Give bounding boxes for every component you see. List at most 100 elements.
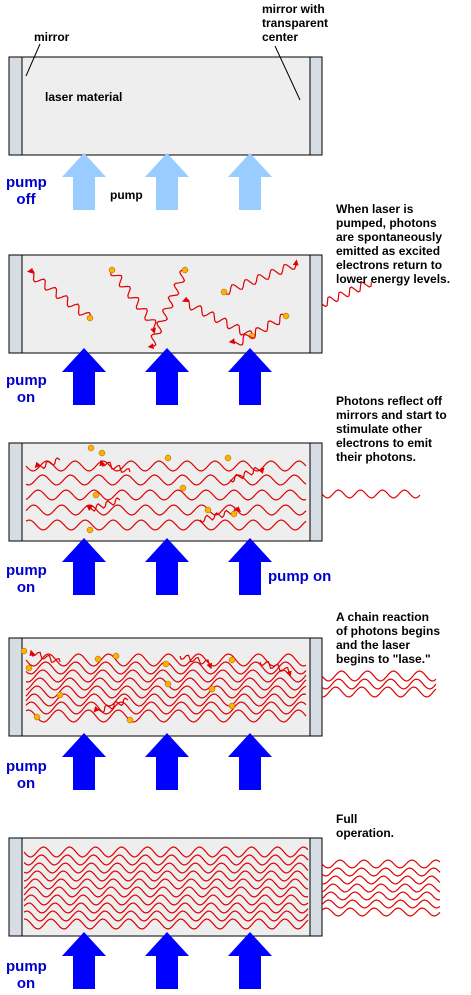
photon-stage4-6 [25, 693, 307, 707]
electron-stage3-3 [164, 454, 172, 462]
electron-stage4-7 [56, 691, 64, 699]
photon-stage4-7 [25, 701, 307, 715]
electron-stage4-5 [162, 660, 170, 668]
photon-stage5-1 [23, 846, 309, 858]
left-mirror-3 [8, 442, 23, 542]
pump-arrow-5-3 [228, 932, 272, 989]
emitted-beam-stage5-6 [321, 899, 441, 909]
pump-arrow-3-2 [145, 538, 189, 595]
photon-stage2-1 [27, 267, 91, 319]
pump-status-3: pump on [6, 562, 47, 596]
electron-stage4-10 [228, 702, 236, 710]
pump-arrow-1-2 [145, 153, 189, 210]
emitted-beam-stage5-1 [321, 859, 441, 869]
pump-arrow-4-2 [145, 733, 189, 790]
mirror-leader-line [25, 43, 41, 77]
electron-stage4-6 [228, 656, 236, 664]
electron-stage4-11 [33, 713, 41, 721]
emitted-beam-stage3 [321, 489, 421, 499]
pump-status-1: pump off [6, 174, 47, 208]
emitted-beam-stage4-3 [321, 686, 437, 698]
photon-arrow-stage4-4 [93, 697, 129, 714]
electron-stage4-8 [164, 680, 172, 688]
photon-arrow-stage4-1 [29, 649, 61, 663]
mirror-label: mirror [34, 30, 70, 44]
photon-arrow-stage3-3 [229, 466, 265, 483]
photon-stage5-2 [23, 854, 309, 866]
right-mirror-4 [309, 637, 323, 737]
photon-stage2-4 [182, 296, 253, 337]
photon-arrow-stage3-1 [34, 457, 61, 470]
pump-arrow-1-3 [228, 153, 272, 210]
emitted-beam-stage5-2 [321, 867, 441, 877]
electron-stage3-6 [179, 484, 187, 492]
pump-label: pump [110, 188, 143, 202]
electron-stage2-5 [220, 288, 228, 296]
photon-arrow-stage3-5 [86, 497, 121, 512]
photon-stage5-10 [23, 918, 309, 930]
photon-arrow-stage3-2 [99, 459, 131, 473]
photon-arrow-stage4-3 [259, 661, 292, 678]
electron-stage4-3 [94, 655, 102, 663]
pump-status-3-side: pump on [268, 568, 332, 585]
caption-stage-4: A chain reaction of photons begins and t… [336, 610, 440, 666]
electron-stage2-2 [108, 266, 116, 274]
left-mirror-4 [8, 637, 23, 737]
electron-stage3-1 [87, 444, 95, 452]
photon-stage5-7 [23, 894, 309, 906]
electron-stage3-9 [86, 526, 94, 534]
pump-arrow-2-1 [62, 348, 106, 405]
photon-stage3-2 [25, 474, 307, 486]
photon-stage5-6 [23, 886, 309, 898]
right-mirror-5 [309, 837, 323, 937]
left-mirror-5 [8, 837, 23, 937]
photon-stage4-1 [25, 653, 307, 667]
electron-stage2-3 [181, 266, 189, 274]
electron-stage3-7 [204, 506, 212, 514]
photon-arrow-stage4-2 [179, 654, 213, 670]
photon-stage5-5 [23, 878, 309, 890]
photon-stage4-8 [25, 709, 307, 723]
photon-stage5-4 [23, 870, 309, 882]
photon-stage2-6 [228, 313, 287, 346]
electron-stage4-1 [20, 647, 28, 655]
emitted-beam-stage5-4 [321, 883, 441, 893]
pump-arrow-2-2 [145, 348, 189, 405]
photon-stage2-3 [147, 269, 186, 350]
caption-stage-5: Full operation. [336, 812, 395, 840]
transparent-mirror-leader-line [274, 45, 301, 101]
right-mirror-1 [309, 56, 323, 156]
emitted-beam-stage5-5 [321, 891, 441, 901]
emitted-beam-stage4-1 [321, 670, 437, 682]
electron-stage3-8 [230, 510, 238, 518]
pump-status-4: pump on [6, 758, 47, 792]
pump-arrow-3-3 [228, 538, 272, 595]
electron-stage2-1 [86, 314, 94, 322]
electron-stage4-2 [25, 664, 33, 672]
electron-stage4-4 [112, 652, 120, 660]
electron-stage4-12 [126, 716, 134, 724]
right-mirror-2 [309, 254, 323, 354]
pump-arrow-4-1 [62, 733, 106, 790]
photon-stage2-2 [110, 269, 157, 334]
photon-stage4-5 [25, 685, 307, 699]
photon-stage4-3 [25, 669, 307, 683]
photon-stage3-4 [25, 504, 307, 516]
caption-stage-2: When laser is pumped, photons are sponta… [336, 202, 451, 286]
emitted-beam-stage4-2 [321, 678, 437, 690]
pump-arrow-4-3 [228, 733, 272, 790]
electron-stage2-6 [282, 312, 290, 320]
laser-tube-1 [21, 56, 311, 156]
photon-stage5-8 [23, 902, 309, 914]
left-mirror-2 [8, 254, 23, 354]
electron-stage3-2 [98, 449, 106, 457]
electron-stage4-9 [208, 685, 216, 693]
photon-stage3-5 [25, 519, 307, 531]
photon-stage5-9 [23, 910, 309, 922]
mirror-transparent-label: mirror with transparent center [262, 2, 329, 44]
right-mirror-3 [309, 442, 323, 542]
laser-tube-2 [21, 254, 311, 354]
emitted-beam-stage5-3 [321, 875, 441, 885]
photon-stage5-3 [23, 862, 309, 874]
